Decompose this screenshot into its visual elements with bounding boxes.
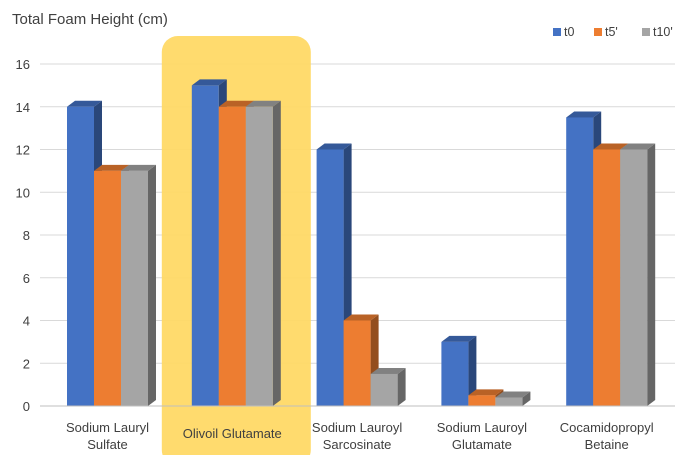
bar-front: [218, 106, 246, 406]
bar-t10': [370, 367, 406, 406]
bar-t10': [620, 143, 656, 406]
bar-top: [121, 164, 156, 171]
bar-front: [468, 395, 496, 406]
legend: t0 t5' t10': [553, 25, 673, 39]
bar-top: [67, 100, 102, 107]
category-label: Glutamate: [452, 437, 512, 452]
bar-front: [343, 320, 371, 406]
category-label: Sodium Lauryl: [66, 420, 149, 435]
y-tick-label: 0: [23, 399, 30, 414]
bar-side: [148, 164, 156, 406]
legend-swatch-t0: [553, 28, 561, 36]
y-tick-label: 12: [16, 143, 30, 158]
bar-side: [647, 143, 656, 406]
bar-front: [94, 170, 121, 406]
axes: 0 2 4 6 8 10 12 14 16 Sodium Lauryl Sulfate Olivoil…: [16, 57, 675, 452]
y-tick-label: 4: [23, 314, 30, 329]
bar-top: [316, 143, 352, 150]
bar-side: [397, 367, 406, 406]
bar-top: [620, 143, 656, 150]
bar-front: [316, 149, 344, 406]
legend-label: t0: [564, 25, 574, 39]
category-label: Sulfate: [87, 437, 127, 452]
bar-side: [272, 100, 281, 406]
category-label: Betaine: [585, 437, 629, 452]
bar-top: [566, 111, 602, 118]
bar-front: [620, 149, 648, 406]
legend-swatch-t10': [642, 28, 650, 36]
bar-front: [67, 106, 94, 406]
bar-top: [441, 335, 477, 342]
bar-side: [468, 335, 477, 406]
bar-top: [370, 367, 406, 374]
category-label: Olivoil Glutamate: [183, 426, 282, 441]
legend-swatch-t5': [594, 28, 602, 36]
bar-t0: [441, 335, 477, 406]
chart-title: Total Foam Height (cm): [12, 11, 168, 28]
bar-front: [593, 149, 621, 406]
bar-front: [121, 170, 148, 406]
category-label: Sodium Lauroyl: [437, 420, 527, 435]
legend-label: t10': [653, 25, 673, 39]
bar-front: [566, 117, 594, 406]
bar-top: [218, 100, 254, 107]
category-label: Cocamidopropyl: [560, 420, 654, 435]
category-label: Sarcosinate: [323, 437, 392, 452]
bar-top: [495, 391, 531, 398]
y-tick-label: 16: [16, 57, 30, 72]
bar-front: [245, 106, 273, 406]
bar-t10': [495, 391, 531, 406]
bar-front: [191, 85, 219, 406]
bar-top: [593, 143, 629, 150]
y-tick-label: 6: [23, 271, 30, 286]
bar-top: [191, 79, 227, 86]
bar-top: [468, 389, 504, 396]
bar-t10': [121, 164, 156, 406]
bar-front: [441, 341, 469, 406]
bar-front: [495, 397, 523, 406]
bar-top: [245, 100, 281, 107]
y-tick-label: 2: [23, 356, 30, 371]
bars: [67, 79, 656, 406]
bar-t10': [245, 100, 281, 406]
bar-top: [343, 314, 379, 321]
y-tick-label: 14: [16, 100, 30, 115]
bar-top: [94, 164, 129, 171]
category-label: Sodium Lauroyl: [312, 420, 402, 435]
y-tick-label: 8: [23, 228, 30, 243]
bar-side: [522, 391, 531, 406]
y-tick-label: 10: [16, 185, 30, 200]
bar-front: [370, 373, 398, 406]
legend-label: t5': [605, 25, 618, 39]
